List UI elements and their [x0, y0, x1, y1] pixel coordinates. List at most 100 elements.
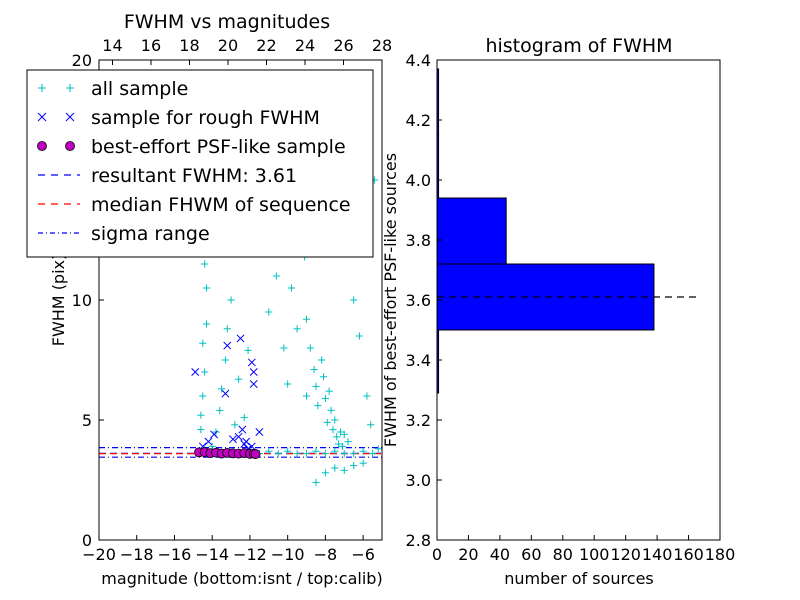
scatter-point-s0-57 [302, 392, 311, 400]
scatter-y-tick-label-2: 10 [72, 291, 92, 310]
scatter-point-s0-66 [321, 394, 329, 402]
scatter-x-tick-label-6: −8 [314, 545, 338, 564]
legend-entry-5-label: sigma range [91, 223, 210, 245]
scatter-point-s0-48 [284, 380, 292, 388]
scatter-y-axis-label: FWHM (pix) [49, 254, 68, 347]
scatter-point-s2-11 [250, 449, 261, 459]
scatter-top-tick-label-0: 14 [102, 36, 122, 55]
legend-entry-4-label: median FHWM of sequence [91, 194, 351, 216]
scatter-point-s0-33 [218, 385, 226, 393]
scatter-point-s1-13 [255, 428, 264, 436]
scatter-point-s0-82 [367, 421, 375, 429]
histogram-y-tick-label-7: 4.2 [406, 111, 431, 130]
scatter-point-s0-68 [325, 387, 333, 395]
scatter-point-s0-87 [340, 466, 348, 474]
scatter-point-s0-64 [318, 356, 326, 364]
scatter-point-s1-5 [223, 341, 232, 350]
scatter-title: FWHM vs magnitudes [124, 11, 330, 33]
scatter-point-s0-16 [340, 450, 348, 458]
scatter-point-s0-71 [331, 416, 339, 424]
scatter-point-s1-2-b [204, 437, 213, 446]
scatter-point-s1-14-b [247, 442, 256, 451]
histogram-panel: 0 20 40 60 80 100 120 140 160 180 2.8 3.0 3.2 3.4 3.6 3… [381, 35, 735, 588]
histogram-y-tick-label-8: 4.4 [406, 51, 431, 70]
histogram-ticks: 0 20 40 60 80 100 120 140 160 180 2.8 3.0 3.2 3.4 3.6 3… [406, 51, 736, 564]
legend-items: all sample sample for rough FWHM best-effo… [37, 78, 351, 245]
scatter-point-s0-24 [201, 368, 209, 376]
scatter-point-s1-10-b [247, 358, 256, 367]
scatter-x-tick-label-7: −6 [351, 545, 375, 564]
scatter-point-s0-84 [312, 478, 320, 486]
legend-entry-1-marker-a [37, 112, 47, 122]
scatter-point-s0-19 [368, 450, 377, 458]
histogram-y-axis-label: FWHM of best-effort PSF-like sources [381, 153, 400, 447]
scatter-point-s0-15 [331, 447, 339, 455]
scatter-point-s0-76 [340, 430, 348, 438]
scatter-point-s0-75 [338, 442, 346, 450]
scatter-point-s0-41 [240, 414, 248, 422]
legend-entry-2-marker-a [37, 141, 47, 151]
scatter-point-s0-9 [274, 450, 282, 458]
scatter-point-s0-60 [310, 366, 318, 374]
scatter-point-s0-8 [265, 447, 273, 455]
histogram-x-tick-label-1: 20 [458, 545, 478, 564]
scatter-point-s0-61 [312, 382, 320, 390]
histogram-y-tick-label-0: 2.8 [406, 531, 431, 550]
scatter-point-s0-74 [336, 428, 345, 436]
scatter-x-tick-label-4: −12 [233, 545, 267, 564]
scatter-point-s1-4 [221, 389, 230, 398]
scatter-point-s1-2 [204, 437, 213, 446]
legend-entry-1-marker-a-b [37, 112, 47, 122]
scatter-point-s0-50 [287, 284, 296, 292]
scatter-point-s0-79 [355, 332, 363, 340]
scatter-point-s1-10 [247, 358, 256, 367]
histogram-x-tick-label-3: 60 [521, 545, 541, 564]
scatter-point-s0-36 [227, 296, 235, 304]
legend-entry-0-marker-a [38, 84, 46, 92]
scatter-top-tick-label-3: 20 [218, 36, 238, 55]
scatter-point-s1-7-b [236, 334, 245, 343]
scatter-point-s0-26 [202, 320, 211, 328]
legend-entry-2-marker-b [65, 141, 75, 151]
scatter-legend: all sample sample for rough FWHM best-effo… [26, 69, 374, 258]
scatter-top-tick-label-6: 26 [333, 36, 353, 55]
scatter-x-axis-label: magnitude (bottom:isnt / top:calib) [101, 569, 382, 588]
scatter-top-tick-label-4: 22 [256, 36, 276, 55]
legend-entry-3-label: resultant FWHM: 3.61 [91, 165, 297, 187]
scatter-point-s0-20 [374, 445, 382, 453]
legend-entry-1-label: sample for rough FWHM [91, 107, 320, 129]
scatter-point-s1-16 [240, 440, 249, 448]
histogram-x-tick-label-5: 100 [579, 545, 610, 564]
scatter-point-s0-34 [221, 356, 230, 364]
histogram-y-tick-label-3: 3.4 [406, 351, 431, 370]
scatter-point-s1-9 [238, 425, 247, 434]
histogram-title: histogram of FWHM [485, 35, 672, 57]
scatter-point-s1-12 [249, 380, 258, 388]
scatter-point-s1-8-b [234, 432, 243, 441]
scatter-top-tick-label-5: 24 [295, 36, 315, 55]
scatter-point-s0-69 [327, 406, 335, 414]
histogram-x-tick-label-2: 40 [490, 545, 510, 564]
scatter-point-s1-8 [234, 432, 243, 441]
scatter-point-s1-5-b [223, 341, 232, 350]
scatter-point-s0-18 [359, 447, 367, 455]
histogram-x-tick-label-8: 160 [673, 545, 704, 564]
histogram-bar-2 [436, 197, 507, 265]
scatter-point-s0-27 [202, 284, 211, 292]
scatter-point-s0-43 [265, 308, 273, 316]
scatter-point-s1-6 [228, 435, 237, 444]
scatter-point-s0-52 [293, 325, 301, 333]
scatter-point-s0-78 [350, 296, 358, 304]
scatter-x-tick-label-0: −20 [82, 545, 116, 564]
scatter-point-s0-65 [319, 373, 328, 381]
scatter-point-s0-40 [235, 375, 243, 383]
scatter-data-layer [99, 80, 382, 486]
scatter-point-s1-11 [249, 368, 258, 376]
scatter-ticks: −20 −18 −16 −14 −12 −10 −8 −6 14 16 18 20 22 24 26 28 0 5… [72, 36, 393, 564]
scatter-point-s0-42 [244, 346, 252, 354]
scatter-point-s1-6-b [228, 435, 237, 444]
scatter-point-s0-77 [344, 438, 352, 446]
scatter-point-s1-0-b [191, 368, 200, 376]
histogram-x-tick-label-4: 80 [553, 545, 573, 564]
